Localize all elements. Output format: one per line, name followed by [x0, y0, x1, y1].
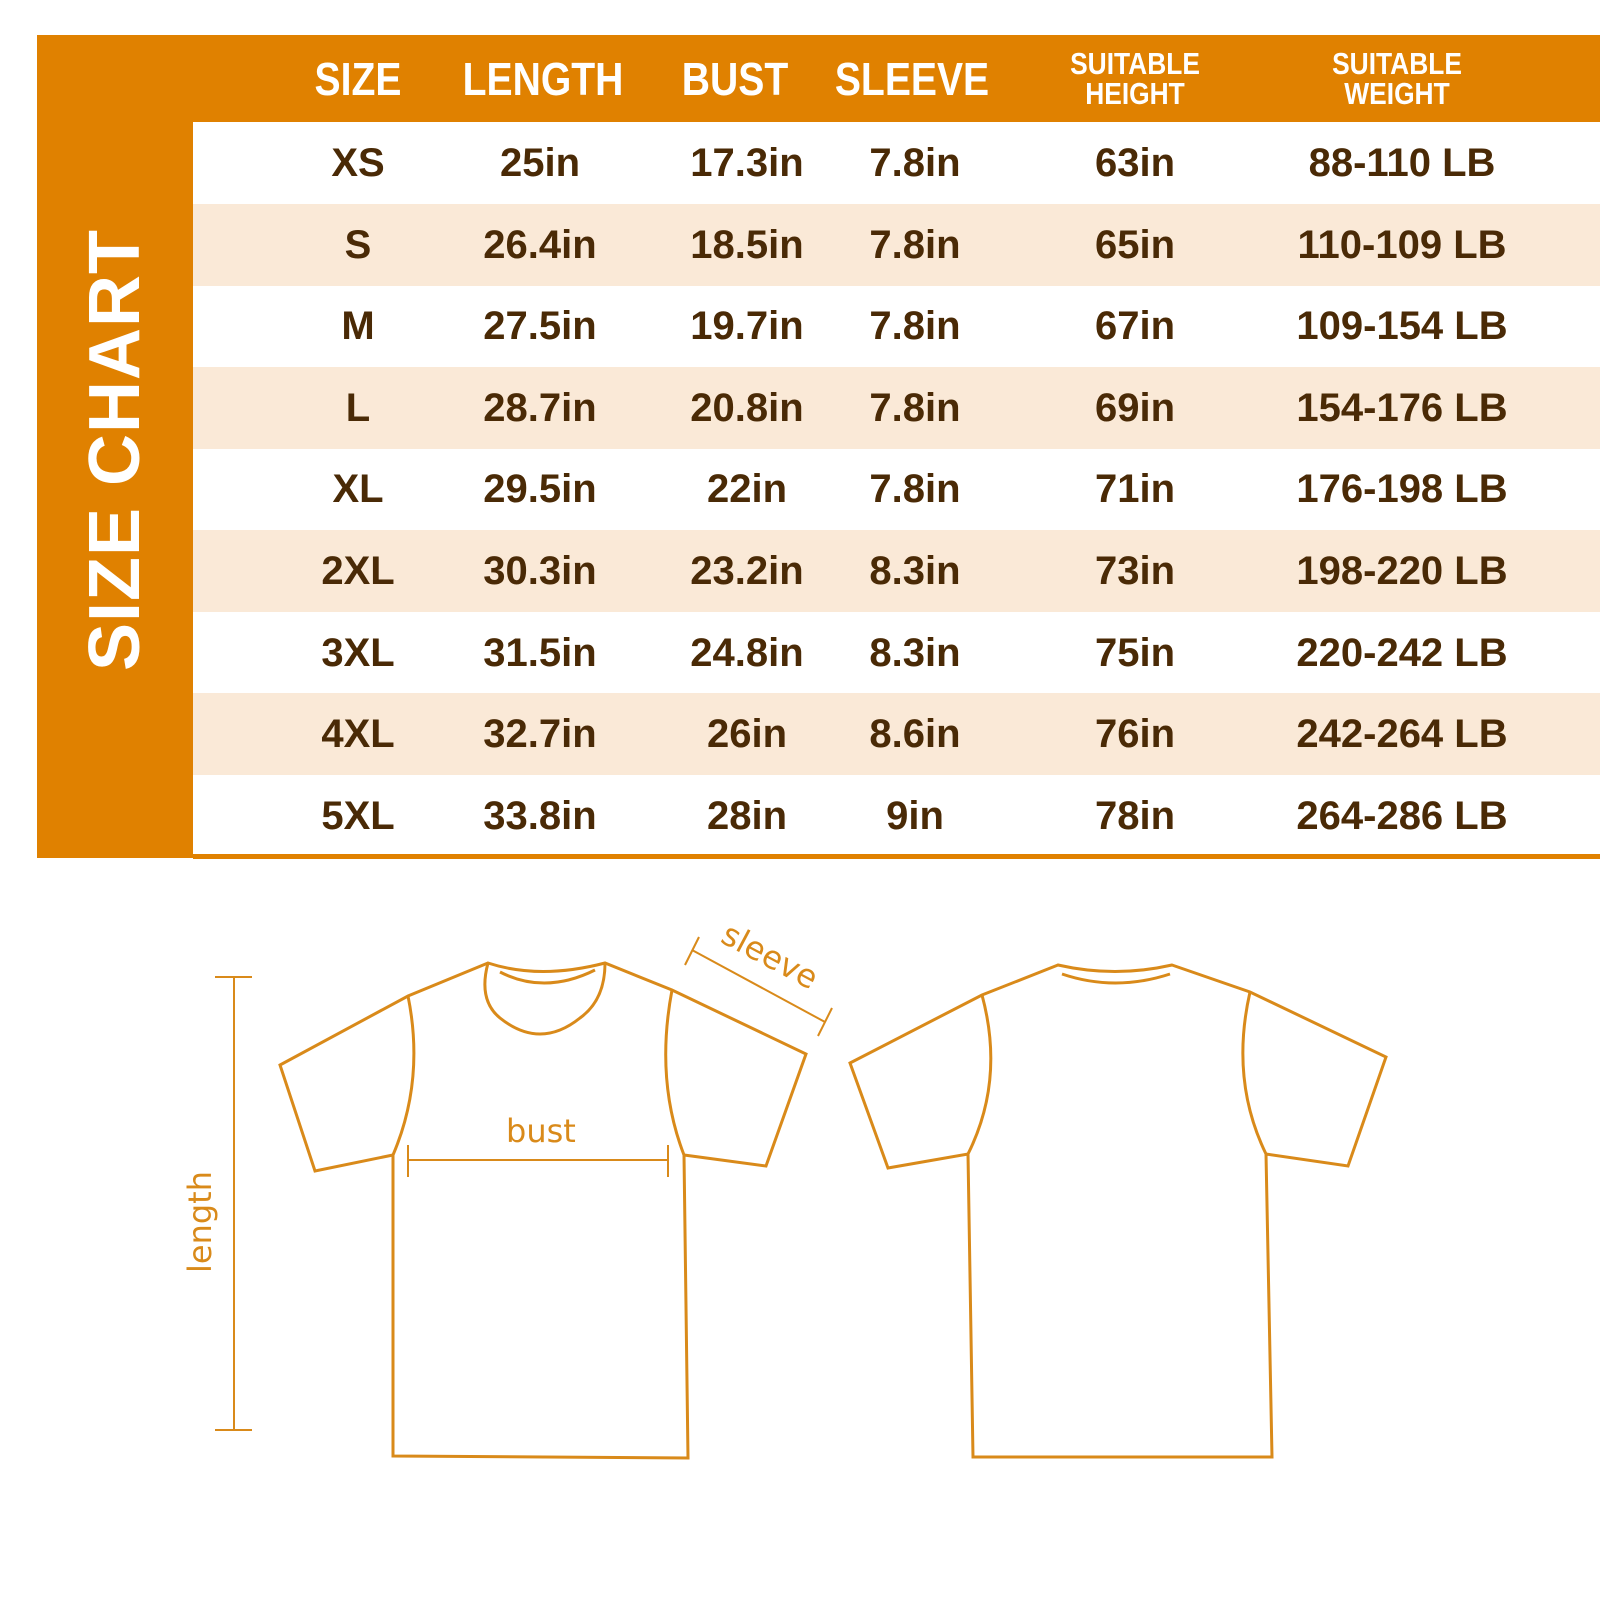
cell-weight: 198-220 LB [1296, 549, 1508, 593]
cell-height: 71in [1094, 467, 1176, 512]
cell-height: 69in [1094, 385, 1176, 430]
cell-size: 2XL [321, 549, 395, 593]
cell-length: 27.5in [483, 304, 597, 349]
cell-bust: 19.7in [690, 304, 804, 349]
cell-bust: 17.3in [690, 141, 804, 185]
cell-bust: 26in [706, 712, 788, 757]
cell-length: 25in [499, 141, 581, 185]
length-label: length [181, 1171, 219, 1273]
cell-weight: 220-242 LB [1296, 630, 1508, 675]
cell-sleeve: 8.3in [869, 549, 961, 593]
table-row: 5XL 33.8in 28in 9in 78in 264-286 LB [193, 775, 1600, 857]
bust-label: bust [506, 1112, 576, 1150]
bust-measure-line [407, 1145, 669, 1177]
cell-size: XL [332, 467, 384, 512]
cell-sleeve: 7.8in [869, 141, 961, 185]
col-header-length: LENGTH [462, 52, 624, 105]
cell-size: XS [331, 141, 385, 185]
cell-size: 3XL [321, 630, 395, 675]
cell-bust: 20.8in [690, 385, 804, 430]
cell-bust: 18.5in [690, 222, 804, 267]
cell-sleeve: 7.8in [869, 304, 961, 349]
cell-size: M [341, 304, 375, 349]
cell-length: 29.5in [483, 467, 597, 512]
cell-length: 28.7in [483, 385, 597, 430]
table-row: 4XL 32.7in 26in 8.6in 76in 242-264 LB [193, 693, 1600, 776]
table-row: S 26.4in 18.5in 7.8in 65in 110-109 LB [193, 203, 1600, 286]
side-band [37, 35, 193, 858]
cell-height: 63in [1094, 141, 1176, 185]
cell-sleeve: 8.6in [869, 712, 961, 757]
cell-size: 4XL [321, 712, 395, 757]
tshirt-diagram [215, 936, 1388, 1460]
cell-length: 33.8in [483, 793, 597, 838]
tshirt-back [848, 963, 1388, 1459]
cell-size: L [345, 385, 371, 430]
length-measure-line [215, 976, 252, 1431]
cell-sleeve: 7.8in [869, 467, 961, 512]
table-row: L 28.7in 20.8in 7.8in 69in 154-176 LB [193, 366, 1600, 449]
cell-weight: 176-198 LB [1296, 467, 1508, 512]
cell-weight: 88-110 LB [1308, 141, 1496, 185]
col-header-bust: BUST [681, 52, 789, 105]
table-row: 2XL 30.3in 23.2in 8.3in 73in 198-220 LB [193, 530, 1600, 612]
table-row: 3XL 31.5in 24.8in 8.3in 75in 220-242 LB [193, 612, 1600, 694]
cell-sleeve: 7.8in [869, 222, 961, 267]
tshirt-front [278, 961, 808, 1460]
cell-sleeve: 8.3in [869, 630, 961, 675]
cell-sleeve: 7.8in [869, 385, 961, 430]
chart-title: SIZE CHART [75, 229, 155, 671]
table-row: XL 29.5in 22in 7.8in 71in 176-198 LB [193, 448, 1600, 530]
cell-height: 75in [1094, 630, 1176, 675]
cell-bust: 22in [706, 467, 788, 512]
cell-length: 30.3in [483, 549, 597, 593]
cell-length: 31.5in [483, 630, 597, 675]
cell-height: 65in [1094, 222, 1176, 267]
table-row: M 27.5in 19.7in 7.8in 67in 109-154 LB [193, 285, 1600, 367]
cell-height: 67in [1094, 304, 1176, 349]
cell-sleeve: 9in [886, 793, 944, 838]
table-bottom-border [193, 854, 1600, 859]
cell-size: S [344, 222, 372, 267]
col-header-weight: SUITABLE WEIGHT [1332, 45, 1462, 111]
cell-weight: 110-109 LB [1297, 222, 1507, 267]
cell-length: 32.7in [483, 712, 597, 757]
col-header-height: SUITABLE HEIGHT [1070, 45, 1200, 111]
col-header-sleeve: SLEEVE [834, 52, 990, 105]
cell-bust: 28in [706, 793, 788, 838]
cell-weight: 242-264 LB [1296, 712, 1508, 757]
cell-weight: 264-286 LB [1296, 793, 1508, 838]
cell-weight: 154-176 LB [1296, 385, 1508, 430]
sleeve-measure-line [684, 936, 833, 1037]
cell-bust: 23.2in [690, 549, 804, 593]
cell-size: 5XL [321, 793, 395, 838]
cell-height: 73in [1094, 549, 1176, 593]
header-band [37, 35, 1600, 122]
cell-length: 26.4in [483, 222, 597, 267]
col-header-size: SIZE [314, 52, 402, 105]
cell-weight: 109-154 LB [1296, 304, 1508, 349]
cell-height: 76in [1094, 712, 1176, 757]
cell-height: 78in [1094, 793, 1176, 838]
table-row: XS 25in 17.3in 7.8in 63in 88-110 LB [193, 122, 1600, 204]
cell-bust: 24.8in [690, 630, 804, 675]
